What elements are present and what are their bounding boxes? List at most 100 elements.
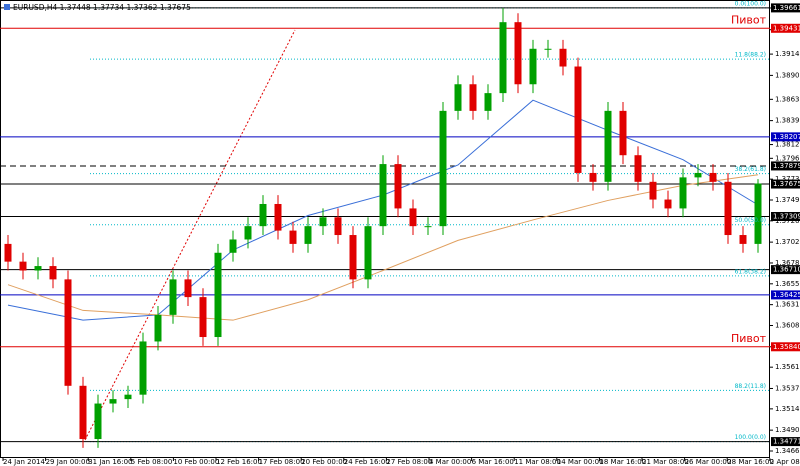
y-tick-label: 1.37730 [775,175,800,183]
x-tick-label: 20 Feb 00:00 [301,458,347,466]
candle-body [409,208,417,227]
candle-body [739,235,747,244]
x-tick-label: 28 Mar 16:00 [727,458,774,466]
candle-body [469,84,477,111]
candle-body [364,226,372,280]
price-label: 1.36425 [773,291,800,299]
price-label-box [771,211,800,221]
pivot-note: Пивот [731,13,767,26]
candle-body [274,203,282,231]
y-tick-label: 1.38900 [775,71,800,79]
candle-body [4,243,12,262]
y-tick-label: 1.35140 [775,405,800,413]
candle-body [94,403,102,440]
plot-layer [0,7,770,448]
candle-body [64,279,72,386]
pivot-note: Пивот [731,332,767,345]
candle-body [244,226,252,240]
candle-body [154,314,162,342]
candle-body [19,261,27,271]
price-label-box [771,290,800,300]
candle-body [574,66,582,173]
y-tick-label: 1.39140 [775,50,800,58]
candle-body [214,252,222,338]
fib-label: 0.0(100.0) [735,0,766,7]
price-label: 1.35840 [773,343,800,351]
price-label: 1.39431 [773,24,800,32]
trend-line [84,29,296,441]
candle-body [499,22,507,94]
candle-body [49,266,57,280]
x-tick-label: 27 Feb 08:00 [386,458,432,466]
candle-body [199,297,207,338]
price-label-box [771,342,800,352]
candle-body [709,172,717,182]
moving-average [7,174,759,321]
price-label: 1.37675 [773,180,800,188]
y-tick-label: 1.35610 [775,363,800,371]
price-label-box [771,23,800,33]
plot-frame [0,0,770,458]
candle-body [679,177,687,209]
price-label-box [771,179,800,189]
candle-body [349,235,357,280]
candle-body [454,84,462,111]
y-tick-label: 1.37965 [775,154,800,162]
x-tick-label: 26 Mar 00:00 [685,458,732,466]
price-label: 1.38207 [773,133,800,141]
price-label-box [771,132,800,142]
candle-body [139,341,147,395]
y-tick-label: 1.36550 [775,280,800,288]
candle-body [79,385,87,440]
fib-label: 61.8(38.2) [735,268,766,275]
fib-label: 88.2(11.8) [735,383,766,390]
candle-body [589,172,597,182]
x-tick-label: 12 Feb 16:00 [216,458,262,466]
y-tick-label: 1.36785 [775,259,800,267]
price-label-box [771,265,800,275]
candle-body [649,181,657,200]
candle-body [229,239,237,253]
candle-body [424,226,432,228]
x-tick-label: 17 Feb 08:00 [259,458,305,466]
x-tick-label: 18 Mar 16:00 [599,458,646,466]
candle-body [559,48,567,67]
y-tick-label: 1.36315 [775,301,800,309]
candle-body [754,183,762,244]
candle-body [394,164,402,209]
candle-body [334,217,342,236]
candle-body [529,48,537,85]
candle-body [379,164,387,227]
candle-body [34,266,42,271]
price-label: 1.37309 [773,212,800,220]
candle-body [544,48,552,50]
price-label-box [771,437,800,447]
x-tick-label: 31 Jan 16:00 [88,458,132,466]
candle-body [289,230,297,244]
y-tick-label: 1.38390 [775,117,800,125]
x-tick-label: 2 Apr 08:00 [770,458,800,466]
symbol-icon [4,4,10,10]
x-tick-label: 4 Mar 00:00 [429,458,471,466]
y-tick-label: 1.34900 [775,426,800,434]
candle-body [619,110,627,156]
x-tick-label: 29 Jan 00:00 [46,458,90,466]
candle-body [604,110,612,182]
x-tick-label: 5 Feb 08:00 [131,458,172,466]
fib-label: 11.8(88.2) [735,52,766,59]
candle-body [634,155,642,182]
candle-body [259,203,267,227]
y-tick-label: 1.36080 [775,321,800,329]
candle-body [124,394,132,400]
y-tick-label: 1.37020 [775,238,800,246]
y-tick-label: 1.35370 [775,384,800,392]
candle-body [724,181,732,236]
candle-body [109,399,117,404]
y-tick-label: 1.38630 [775,95,800,103]
chart-title: EURUSD,H4 1.37448 1.37734 1.37362 1.3767… [13,3,191,12]
candle-body [484,93,492,111]
candle-body [694,172,702,178]
x-tick-label: 24 Feb 16:00 [344,458,390,466]
